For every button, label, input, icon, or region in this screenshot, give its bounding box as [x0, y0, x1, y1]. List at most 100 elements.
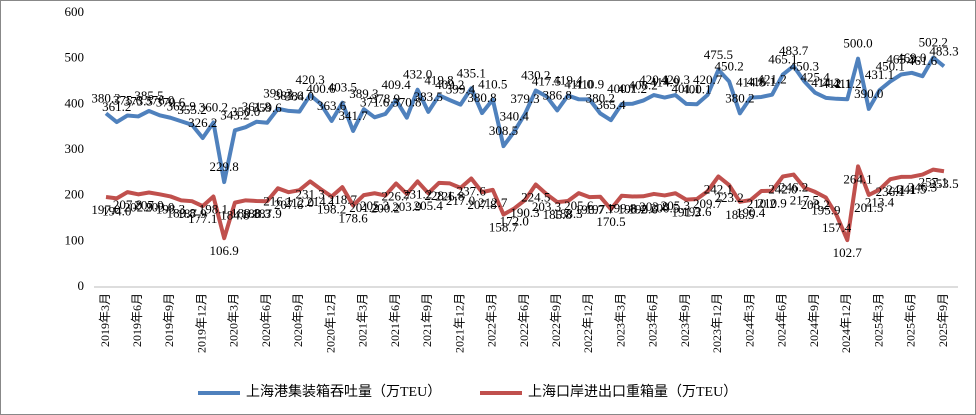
data-label: 242.1 — [704, 181, 733, 196]
data-label: 370.8 — [392, 95, 421, 110]
data-label: 400.1 — [682, 81, 711, 96]
data-label: 380.2 — [91, 90, 120, 105]
data-label: 465.3 — [886, 51, 915, 66]
data-label: 203.0 — [145, 199, 174, 214]
data-label: 409.2 — [435, 77, 464, 92]
data-label: 410.5 — [478, 77, 507, 92]
data-label: 400.7 — [607, 81, 637, 96]
data-label: 414.2 — [811, 75, 840, 90]
y-tick-label: 200 — [65, 187, 85, 202]
x-tick-label: 2020年3月 — [227, 293, 241, 347]
data-label: 210.9 — [757, 196, 786, 211]
series-line — [105, 164, 945, 243]
y-tick-label: 400 — [65, 95, 85, 110]
data-label: 390.3 — [263, 86, 292, 101]
x-tick-label: 2022年3月 — [485, 293, 499, 347]
data-label: 188.3 — [242, 206, 271, 221]
data-label: 370.6 — [156, 95, 186, 110]
x-tick-label: 2021年9月 — [420, 293, 434, 347]
data-label: 421.2 — [757, 72, 786, 87]
data-label: 198.2 — [317, 201, 346, 216]
data-label: 343.2 — [220, 107, 249, 122]
data-label: 502.2 — [919, 35, 948, 50]
data-label: 378.9 — [371, 91, 400, 106]
data-label: 385.5 — [134, 88, 163, 103]
data-label: 203.3 — [532, 199, 561, 214]
data-label: 190.3 — [510, 205, 539, 220]
y-tick-label: 600 — [65, 4, 85, 19]
data-label: 380.2 — [725, 90, 754, 105]
data-label: 412.1 — [822, 76, 851, 91]
data-label: 106.9 — [210, 243, 239, 258]
x-tick-label: 2019年6月 — [130, 293, 144, 347]
data-label: 226.8 — [435, 188, 464, 203]
data-label: 203.9 — [392, 199, 421, 214]
data-label: 190.4 — [736, 205, 766, 220]
data-label: 231.2 — [403, 186, 432, 201]
data-label: 414.9 — [650, 75, 679, 90]
x-tick-label: 2022年6月 — [517, 293, 531, 347]
data-label: 475.5 — [704, 47, 733, 62]
x-tick-label: 2024年12月 — [839, 293, 853, 353]
x-tick-label: 2020年6月 — [259, 293, 273, 347]
data-label: 359.6 — [253, 100, 283, 115]
data-label: 208.2 — [800, 197, 829, 212]
data-label: 431.1 — [865, 67, 894, 82]
data-label: 416.1 — [747, 74, 776, 89]
data-label: 213.4 — [865, 195, 895, 210]
data-label: 465.1 — [768, 52, 797, 67]
data-label: 189.8 — [167, 205, 196, 220]
data-label: 210.2 — [747, 196, 776, 211]
data-label: 226.7 — [381, 188, 411, 203]
data-label: 241.5 — [897, 182, 926, 197]
data-label: 185.8 — [543, 207, 572, 222]
x-tick-label: 2024年9月 — [807, 293, 821, 347]
x-tick-label: 2020年9月 — [291, 293, 305, 347]
data-label: 189.8 — [231, 205, 260, 220]
data-label: 172.0 — [500, 213, 529, 228]
x-tick-label: 2023年3月 — [613, 293, 627, 347]
data-label: 157.4 — [822, 220, 852, 235]
data-label: 363.6 — [317, 98, 347, 113]
x-tick-label: 2021年12月 — [452, 293, 466, 353]
data-label: 198.2 — [618, 201, 647, 216]
data-label: 435.1 — [457, 65, 486, 80]
data-label: 401.2 — [618, 81, 647, 96]
x-tick-label: 2024年6月 — [775, 293, 789, 347]
y-tick-label: 500 — [65, 50, 85, 65]
data-label: 380.2 — [586, 90, 615, 105]
x-tick-label: 2019年9月 — [162, 293, 176, 347]
data-label: 400.6 — [306, 81, 336, 96]
x-tick-label: 2023年9月 — [678, 293, 692, 347]
data-label: 212.7 — [478, 195, 508, 210]
data-label: 411.0 — [564, 76, 593, 91]
data-label: 419.4 — [553, 72, 583, 87]
data-label: 386.8 — [543, 87, 572, 102]
data-label: 361.8 — [242, 99, 271, 114]
data-label: 237.6 — [457, 183, 487, 198]
data-label: 414.8 — [736, 75, 765, 90]
data-label: 326.2 — [188, 115, 217, 130]
data-label: 177.1 — [188, 211, 217, 226]
data-label: 425.4 — [800, 70, 830, 85]
data-label: 430.2 — [521, 68, 550, 83]
data-label: 231.3 — [296, 186, 325, 201]
data-label: 229.8 — [210, 159, 239, 174]
x-tick-label: 2020年12月 — [323, 293, 337, 353]
data-label: 380.8 — [467, 90, 496, 105]
data-label: 198.1 — [199, 202, 228, 217]
data-label: 187.9 — [177, 206, 206, 221]
x-tick-label: 2022年12月 — [581, 293, 595, 353]
data-label: 178.6 — [338, 210, 368, 225]
data-label: 212.0 — [285, 195, 314, 210]
data-label: 420.3 — [296, 72, 325, 87]
data-label: 257.1 — [919, 175, 948, 190]
data-label: 188.3 — [553, 206, 582, 221]
data-label: 373.5 — [124, 93, 153, 108]
data-label: 246.2 — [779, 180, 808, 195]
data-label: 217.5 — [790, 193, 819, 208]
data-label: 340.4 — [500, 109, 530, 124]
data-label: 500.0 — [843, 36, 872, 51]
